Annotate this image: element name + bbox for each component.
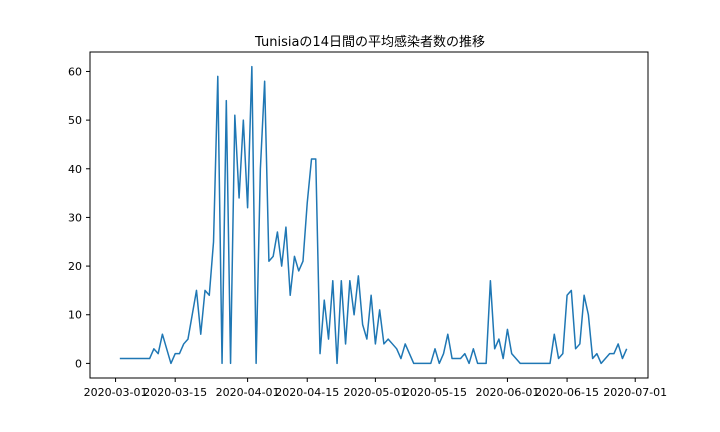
y-tick-label: 50 <box>68 114 82 127</box>
chart-title: Tunisiaの14日間の平均感染者数の推移 <box>254 34 485 50</box>
x-tick-label: 2020-04-15 <box>275 386 339 399</box>
x-tick-label: 2020-04-01 <box>216 386 280 399</box>
y-tick-label: 0 <box>75 357 82 370</box>
x-tick-label: 2020-03-01 <box>84 386 148 399</box>
y-tick-label: 60 <box>68 65 82 78</box>
x-tick-label: 2020-06-01 <box>475 386 539 399</box>
y-tick-label: 10 <box>68 309 82 322</box>
series-line <box>119 65 628 365</box>
y-tick-label: 30 <box>68 211 82 224</box>
x-tick-label: 2020-07-01 <box>603 386 667 399</box>
x-tick-label: 2020-05-01 <box>343 386 407 399</box>
x-tick-label: 2020-06-15 <box>535 386 599 399</box>
x-tick-label: 2020-03-15 <box>143 386 207 399</box>
x-tick-label: 2020-05-15 <box>403 386 467 399</box>
y-tick-label: 20 <box>68 260 82 273</box>
y-tick-label: 40 <box>68 163 82 176</box>
plot-area-frame <box>89 51 649 379</box>
